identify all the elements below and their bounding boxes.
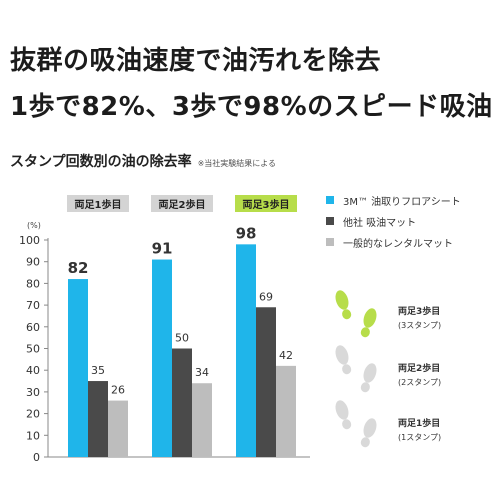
step-label-3: 両足3歩目 (3スタンプ): [398, 306, 441, 332]
data-label-3m: 82: [68, 259, 89, 277]
legend-label-other: 他社 吸油マット: [343, 217, 417, 229]
step-label-2-title: 両足2歩目: [398, 364, 441, 374]
y-axis-unit: (%): [27, 221, 41, 230]
footprint-2-left-icon: [335, 345, 352, 375]
category-label: 両足3歩目: [243, 198, 290, 211]
category-label-box: [235, 195, 297, 212]
legend-label-rental: 一般的なレンタルマット: [343, 238, 453, 250]
data-label-other: 69: [259, 290, 273, 303]
y-tick-label: 100: [19, 234, 40, 247]
y-tick-label: 60: [26, 321, 40, 334]
step-label-3-title: 両足3歩目: [398, 307, 441, 317]
y-tick-label: 40: [26, 364, 40, 377]
bar-3m: [152, 259, 172, 457]
data-label-3m: 91: [152, 240, 173, 258]
category-label: 両足2歩目: [159, 198, 206, 211]
category-label-box: [151, 195, 213, 212]
y-tick-label: 30: [26, 386, 40, 399]
chart-footnote: ※当社実験結果による: [197, 159, 277, 168]
data-label-rental: 26: [111, 384, 125, 397]
legend-label-3m: 3M™ 油取りフロアシート: [343, 196, 461, 208]
y-tick-label: 20: [26, 408, 40, 421]
y-tick-label: 0: [33, 451, 40, 464]
legend-item-other: 他社 吸油マット: [326, 214, 461, 229]
legend-item-3m: 3M™ 油取りフロアシート: [326, 193, 461, 208]
legend-swatch-3m: [326, 196, 334, 204]
footprint-3-left-icon: [335, 290, 352, 320]
headline-line-2: 1歩で82%、3歩で98%のスピード吸油: [10, 92, 493, 122]
legend-swatch-other: [326, 217, 334, 225]
bar-3m: [68, 279, 88, 457]
step-label-2-sub: (2スタンプ): [398, 378, 442, 387]
legend-swatch-rental: [326, 238, 334, 246]
bar-rental: [276, 365, 296, 457]
y-tick-label: 10: [26, 429, 40, 442]
bar-rental: [192, 383, 212, 457]
footprint-2-right-icon: [360, 363, 377, 393]
data-label-rental: 42: [279, 349, 293, 362]
step-label-1-title: 両足1歩目: [398, 419, 441, 429]
step-label-1-sub: (1スタンプ): [398, 433, 442, 442]
step-label-2: 両足2歩目 (2スタンプ): [398, 363, 441, 389]
chart-legend: 3M™ 油取りフロアシート 他社 吸油マット 一般的なレンタルマット: [326, 193, 461, 256]
category-label: 両足1歩目: [75, 198, 122, 211]
chart-title-text: スタンプ回数別の油の除去率: [10, 154, 192, 170]
data-label-other: 50: [175, 332, 189, 345]
bar-other: [88, 381, 108, 457]
y-tick-label: 90: [26, 256, 40, 269]
footprint-3-right-icon: [360, 308, 377, 338]
y-tick-label: 70: [26, 299, 40, 312]
bar-rental: [108, 400, 128, 457]
footprint-1-right-icon: [360, 418, 377, 448]
bar-other: [172, 348, 192, 457]
step-label-3-sub: (3スタンプ): [398, 321, 442, 330]
legend-item-rental: 一般的なレンタルマット: [326, 235, 461, 250]
bar-other: [256, 307, 276, 457]
bar-3m: [236, 244, 256, 457]
y-tick-label: 50: [26, 343, 40, 356]
data-label-rental: 34: [195, 366, 209, 379]
headline-line-1: 抜群の吸油速度で油汚れを除去: [10, 46, 382, 76]
category-label-box: [67, 195, 129, 212]
chart-title: スタンプ回数別の油の除去率 ※当社実験結果による: [10, 151, 276, 171]
data-label-3m: 98: [236, 224, 257, 242]
footprint-1-left-icon: [335, 400, 352, 430]
data-label-other: 35: [91, 364, 105, 377]
step-label-1: 両足1歩目 (1スタンプ): [398, 418, 441, 444]
y-tick-label: 80: [26, 277, 40, 290]
